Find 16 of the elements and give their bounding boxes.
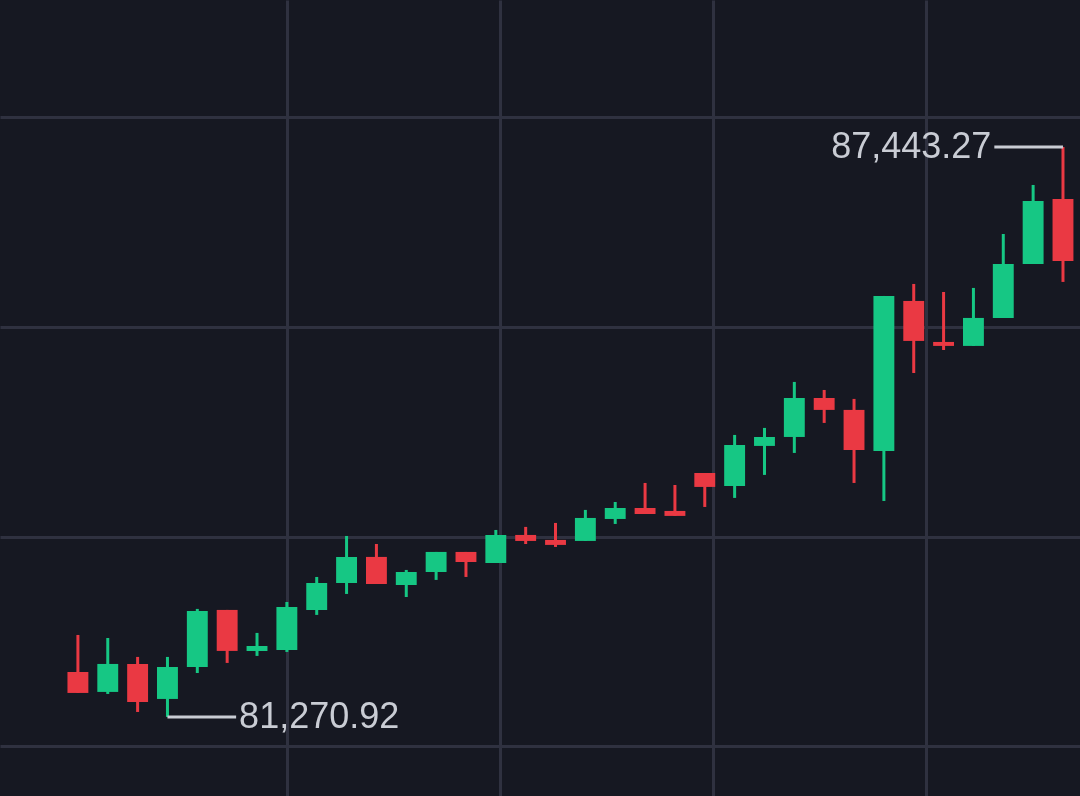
candlestick	[395, 568, 417, 597]
candlestick	[813, 388, 835, 423]
annotation: 81,270.92	[239, 694, 400, 736]
candlestick	[67, 633, 89, 693]
candlestick	[634, 481, 656, 514]
candlestick	[754, 426, 775, 475]
candlestick	[933, 291, 955, 350]
candlestick	[694, 472, 716, 507]
annotation: 87,443.27	[831, 124, 992, 166]
candlestick	[455, 550, 477, 577]
candlestick	[664, 484, 686, 516]
candlestick	[246, 631, 268, 656]
candlestick	[604, 501, 626, 524]
candlestick	[545, 521, 566, 547]
candlestick	[425, 550, 447, 580]
candlestick	[574, 508, 596, 541]
